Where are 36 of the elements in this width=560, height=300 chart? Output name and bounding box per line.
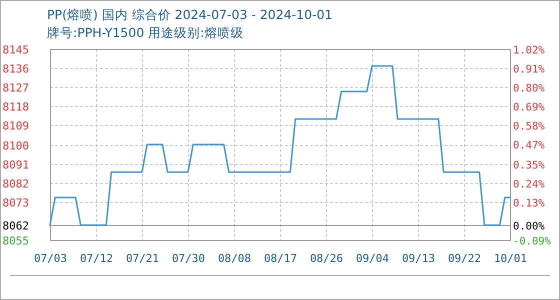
chart-title: PP(熔喷) 国内 综合价 2024-07-03 - 2024-10-01 bbox=[47, 7, 332, 22]
y2-tick-label: -0.09% bbox=[513, 236, 552, 248]
x-tick-label: 09/04 bbox=[356, 252, 390, 265]
y-tick-label: 8145 bbox=[2, 44, 29, 56]
y-tick-label: 8100 bbox=[2, 140, 29, 152]
y-tick-label: 8062 bbox=[2, 220, 29, 232]
x-tick-label: 07/30 bbox=[172, 252, 206, 265]
y-tick-label: 8127 bbox=[2, 82, 29, 94]
y-tick-label: 8091 bbox=[2, 158, 29, 172]
y-tick-label: 8118 bbox=[2, 100, 29, 114]
chart-subtitle: 牌号:PPH-Y1500 用途级别:熔喷级 bbox=[47, 25, 244, 40]
x-tick-label: 09/22 bbox=[448, 252, 482, 265]
y2-tick-label: 0.24% bbox=[513, 178, 546, 190]
y2-tick-label: 0.35% bbox=[513, 160, 546, 172]
y-tick-label: 8055 bbox=[2, 234, 29, 248]
y2-tick-label: 0.91% bbox=[513, 64, 546, 76]
line-series bbox=[49, 65, 511, 226]
y-tick-label: 8109 bbox=[2, 120, 29, 132]
x-tick-label: 07/21 bbox=[126, 252, 160, 265]
y2-tick-label: 0.13% bbox=[513, 198, 546, 210]
y-tick-label: 8136 bbox=[2, 62, 29, 76]
y2-tick-label: 0.69% bbox=[513, 102, 546, 114]
y2-tick-label: 0.47% bbox=[513, 140, 546, 152]
y2-tick-label: 0.00% bbox=[513, 220, 546, 232]
y2-tick-label: 1.02% bbox=[513, 44, 546, 56]
x-tick-label: 07/12 bbox=[80, 252, 114, 265]
y-tick-label: 8073 bbox=[2, 196, 29, 210]
x-tick-label: 07/03 bbox=[34, 252, 68, 265]
y2-tick-label: 0.58% bbox=[513, 120, 546, 132]
x-tick-label: 10/01 bbox=[494, 252, 528, 265]
x-tick-label: 08/26 bbox=[310, 252, 344, 265]
x-tick-label: 08/08 bbox=[218, 252, 252, 265]
y2-tick-label: 0.80% bbox=[513, 82, 546, 94]
x-tick-label: 08/17 bbox=[264, 252, 298, 265]
y-tick-label: 8082 bbox=[2, 178, 29, 190]
x-tick-label: 09/13 bbox=[402, 252, 436, 265]
